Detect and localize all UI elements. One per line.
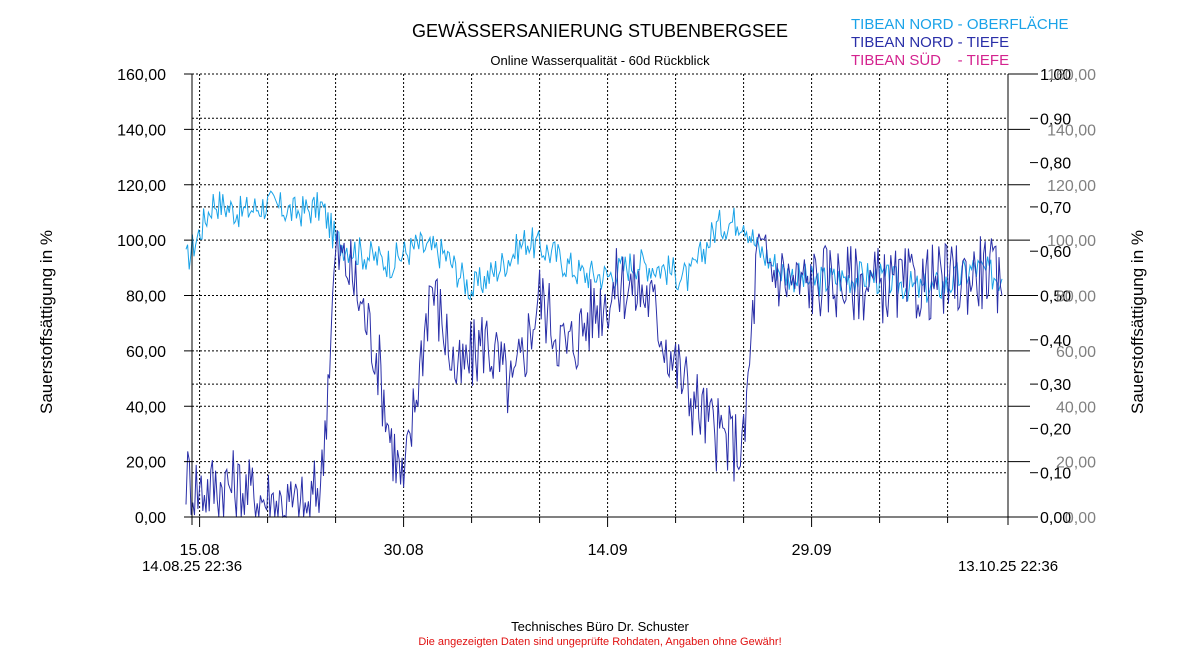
y-tick-label-left: 140,00 [117,122,166,139]
series-line [185,190,1003,303]
y-tick-label-right-outer: 160,00 [1047,67,1096,84]
series-lines [185,190,1003,519]
y-axis-label-right: Sauerstoffsättigung in % [1128,230,1147,414]
x-tick-label: 14.09 [588,542,628,559]
y-tick-label-left: 40,00 [126,399,166,416]
y-tick-label-right-inner: 0,00 [1040,510,1071,527]
chart-subtitle: Online Wasserqualität - 60d Rückblick [490,53,710,68]
y-tick-label-right-outer: 120,00 [1047,178,1096,195]
x-start-label: 14.08.25 22:36 [142,558,242,575]
legend-entry: TIBEAN NORD - OBERFLÄCHE [851,16,1069,33]
y-tick-label-left: 0,00 [135,510,166,527]
x-tick-label: 30.08 [384,542,424,559]
chart-title: GEWÄSSERSANIERUNG STUBENBERGSEE [412,21,788,41]
y-tick-label-left: 60,00 [126,344,166,361]
footer-disclaimer: Die angezeigten Daten sind ungeprüfte Ro… [418,636,781,648]
y-tick-label-right-inner: 0,10 [1040,466,1071,483]
y-tick-label-right-inner: 0,20 [1040,421,1071,438]
x-tick-label: 29.09 [792,542,832,559]
y-tick-label-right-inner: 0,90 [1040,111,1071,128]
axes: 0,00 20,00 40,00 60,00 80,00 100,00 120,00 140,… [117,67,1096,559]
y-tick-label-right-inner: 0,50 [1040,289,1071,306]
y-tick-label-right-outer: 40,00 [1056,399,1096,416]
y-tick-label-right-inner: 0,60 [1040,244,1071,261]
y-tick-label-right-inner: 0,80 [1040,156,1071,173]
grid [192,73,1008,517]
y-tick-label-right-inner: 0,30 [1040,377,1071,394]
y-tick-label-left: 20,00 [126,455,166,472]
x-tick-label: 15.08 [180,542,220,559]
series-line [185,230,1003,519]
y-tick-label-left: 160,00 [117,67,166,84]
y-tick-label-right-inner: 0,40 [1040,333,1071,350]
footer-company: Technisches Büro Dr. Schuster [511,619,689,634]
x-end-label: 13.10.25 22:36 [958,558,1058,575]
y-tick-label-right-outer: 140,00 [1047,122,1096,139]
y-tick-label-right-inner: 1,00 [1040,67,1071,84]
y-tick-label-right-inner: 0,70 [1040,200,1071,217]
legend-entry: TIBEAN NORD - TIEFE [851,34,1009,51]
y-tick-label-right-outer: 80,00 [1056,289,1096,306]
y-tick-label-left: 80,00 [126,289,166,306]
y-tick-label-right-outer: 60,00 [1056,344,1096,361]
y-tick-label-right-outer: 20,00 [1056,455,1096,472]
y-axis-label-left: Sauerstoffsättigung in % [37,230,56,414]
y-tick-label-left: 100,00 [117,233,166,250]
y-tick-label-right-outer: 100,00 [1047,233,1096,250]
y-tick-label-left: 120,00 [117,178,166,195]
y-tick-label-right-outer: 0,00 [1065,510,1096,527]
legend-entry: TIBEAN SÜD - TIEFE [851,51,1009,69]
